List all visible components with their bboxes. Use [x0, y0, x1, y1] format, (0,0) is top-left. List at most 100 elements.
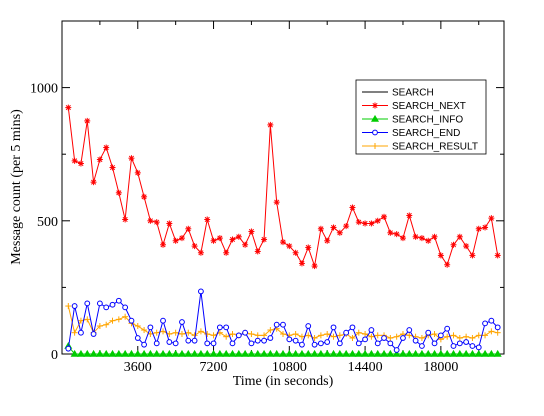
data-point-search-next — [204, 216, 211, 223]
data-point-search-result — [172, 329, 179, 336]
data-point-search-next — [153, 219, 160, 226]
data-point-search-result — [444, 333, 451, 340]
data-point-search-result — [267, 327, 274, 334]
data-point-search-end — [210, 340, 217, 347]
data-point-search-end — [254, 337, 261, 344]
data-point-search-end — [90, 331, 97, 337]
data-point-search-end — [381, 335, 387, 341]
data-point-search-next — [109, 164, 116, 171]
data-point-search-end — [362, 336, 368, 343]
data-point-search-next — [134, 169, 141, 176]
data-point-search-result — [431, 331, 438, 338]
data-point-search-end — [425, 329, 432, 336]
data-point-search-end — [242, 329, 249, 336]
data-point-search-next — [494, 252, 501, 259]
data-point-search-info — [222, 349, 231, 357]
x-axis-title: Time (in seconds) — [233, 374, 334, 389]
data-point-search-next — [141, 193, 148, 200]
data-point-search-end — [494, 324, 501, 331]
data-point-search-info — [114, 349, 123, 357]
data-point-search-next — [65, 104, 72, 111]
data-point-search-end — [488, 317, 495, 324]
data-point-search-info — [171, 349, 180, 357]
y-tick-label: 500 — [37, 215, 58, 230]
data-point-search-next — [147, 217, 154, 224]
data-point-search-end — [406, 327, 413, 333]
data-point-search-info — [215, 349, 224, 357]
series-layer — [64, 104, 502, 357]
data-point-search-info — [348, 349, 357, 357]
data-point-search-next — [128, 155, 135, 162]
data-point-search-next — [450, 241, 457, 248]
data-point-search-next — [330, 224, 337, 231]
legend-marker-search-next — [372, 102, 378, 109]
data-point-search-info — [102, 349, 111, 357]
data-point-search-next — [387, 229, 394, 236]
data-point-search-next — [399, 235, 406, 242]
data-point-search-next — [305, 244, 312, 251]
data-point-search-result — [96, 323, 103, 330]
data-point-search-result — [450, 332, 457, 339]
data-point-search-result — [336, 332, 343, 339]
data-point-search-end — [444, 325, 451, 332]
data-point-search-result — [456, 335, 463, 342]
data-point-search-result — [463, 333, 470, 340]
x-tick-label: 18000 — [423, 360, 458, 375]
data-point-search-info — [487, 349, 496, 357]
data-point-search-result — [355, 329, 362, 336]
data-point-search-next — [223, 249, 230, 256]
data-point-search-info — [278, 349, 288, 357]
data-point-search-next — [160, 241, 167, 248]
data-point-search-next — [292, 249, 299, 256]
data-point-search-end — [134, 335, 141, 341]
data-point-search-result — [261, 332, 268, 339]
data-point-search-info — [417, 349, 426, 357]
data-point-search-info — [234, 349, 243, 357]
legend-label-search-result: SEARCH_RESULT — [392, 142, 478, 153]
data-point-search-result — [418, 335, 425, 342]
data-point-search-result — [393, 333, 400, 340]
data-point-search-next — [374, 217, 381, 224]
data-point-search-info — [373, 349, 382, 357]
data-point-search-result — [406, 332, 413, 339]
data-point-search-end — [191, 337, 198, 344]
data-point-search-result — [71, 329, 78, 336]
data-point-search-info — [386, 349, 395, 357]
legend-marker-search-end — [372, 129, 378, 136]
data-point-search-info — [247, 349, 256, 357]
data-point-search-next — [103, 144, 110, 151]
data-point-search-result — [298, 333, 305, 340]
data-point-search-info — [304, 349, 313, 357]
data-point-search-next — [267, 121, 274, 128]
data-point-search-end — [198, 288, 204, 295]
data-point-search-info — [430, 349, 439, 357]
data-point-search-info — [196, 349, 205, 357]
data-point-search-end — [273, 321, 280, 328]
data-point-search-end — [185, 337, 192, 344]
data-point-search-end — [419, 343, 425, 349]
data-point-search-next — [172, 237, 179, 244]
data-point-search-next — [229, 236, 236, 243]
data-point-search-next — [254, 248, 261, 255]
data-point-search-next — [273, 199, 280, 206]
data-point-search-info — [310, 349, 319, 357]
y-tick-label: 1000 — [30, 82, 58, 97]
data-point-search-result — [494, 329, 501, 336]
data-point-search-end — [336, 340, 343, 347]
legend-item-search: SEARCH — [362, 88, 434, 99]
legend-label-search-end: SEARCH_END — [392, 128, 460, 139]
data-point-search-info — [436, 349, 445, 357]
data-point-search-end — [103, 304, 110, 311]
data-point-search-info — [468, 349, 477, 357]
data-point-search-info — [443, 349, 452, 357]
data-point-search-end — [78, 329, 84, 336]
data-point-search-next — [90, 179, 97, 186]
data-point-search-next — [286, 243, 293, 250]
data-point-search-end — [128, 317, 135, 324]
data-point-search-end — [153, 340, 160, 347]
data-point-search-info — [228, 349, 237, 357]
data-point-search-next — [336, 229, 343, 236]
data-point-search-next — [412, 233, 419, 240]
data-point-search-info — [481, 349, 490, 357]
data-point-search-end — [374, 340, 381, 347]
